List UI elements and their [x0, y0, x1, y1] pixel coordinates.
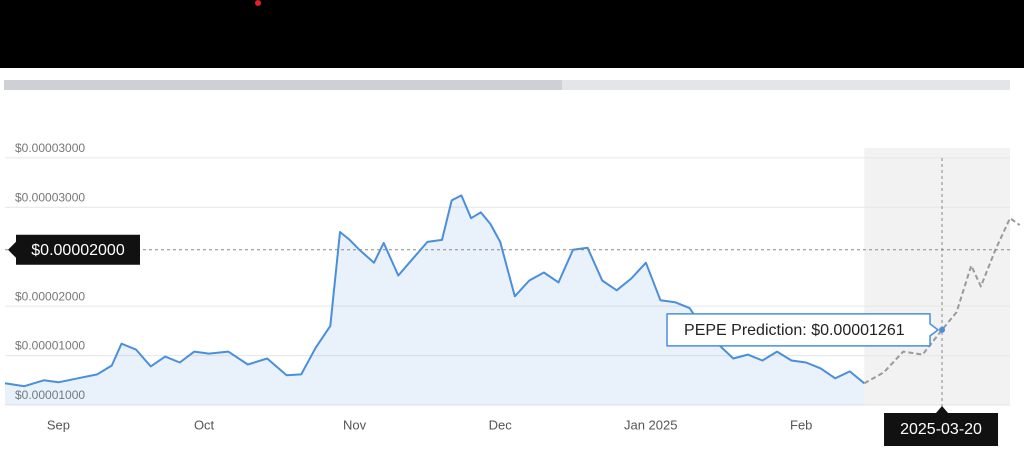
crosshair-x-box [884, 406, 999, 446]
x-tick-label: Sep [47, 417, 70, 432]
x-tick-label: Oct [194, 417, 215, 432]
y-tick-label: $0.00001000 [15, 388, 85, 402]
scrollbar-thumb[interactable] [4, 80, 562, 90]
crosshair-y-label: $0.00002000 [31, 242, 125, 259]
indicator-dot [255, 0, 261, 6]
crosshair-y-box [8, 234, 140, 265]
x-tick-label: Nov [343, 417, 367, 432]
tooltip-text: PEPE Prediction: $0.00001261 [684, 322, 905, 339]
plot-area: $0.00001000 $0.00001000 $0.00002000 $0.0000… [4, 141, 1021, 446]
line [863, 217, 1021, 385]
x-tick-label: Feb [790, 417, 812, 432]
area [5, 195, 865, 405]
y-tick-label: $0.00001000 [15, 339, 85, 353]
tooltip-point [939, 326, 946, 333]
x-tick-label: Jan 2025 [624, 417, 678, 432]
top-bar [0, 0, 1024, 68]
y-tick-label: $0.00002000 [15, 289, 85, 303]
tooltip-box [666, 313, 939, 347]
forecast-region [864, 148, 1010, 405]
y-tick-label: $0.00003000 [15, 190, 85, 204]
crosshair-x-label: 2025-03-20 [900, 421, 982, 438]
y-tick-label: $0.00003000 [15, 141, 85, 155]
x-tick-label: Dec [489, 417, 513, 432]
